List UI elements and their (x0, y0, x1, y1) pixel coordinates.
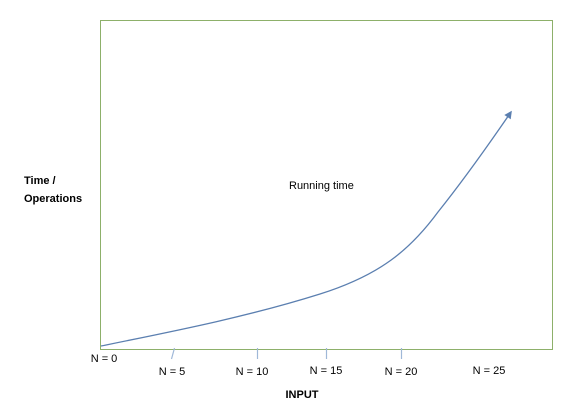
tick-label-n15: N = 15 (310, 365, 343, 377)
x-axis-label: INPUT (286, 389, 319, 401)
tick-label-n20: N = 20 (385, 366, 418, 378)
y-axis-label-line-2: Operations (24, 193, 82, 205)
tick-label-n0: N = 0 (91, 353, 118, 365)
tick-label-n25: N = 25 (473, 365, 506, 377)
tick-label-n5: N = 5 (159, 366, 186, 378)
tick-mark-n5 (170, 347, 176, 360)
running-time-curve (100, 110, 512, 347)
curve-label: Running time (289, 180, 354, 192)
tick-label-n10: N = 10 (236, 366, 269, 378)
y-axis-label-line-1: Time / (24, 175, 56, 187)
